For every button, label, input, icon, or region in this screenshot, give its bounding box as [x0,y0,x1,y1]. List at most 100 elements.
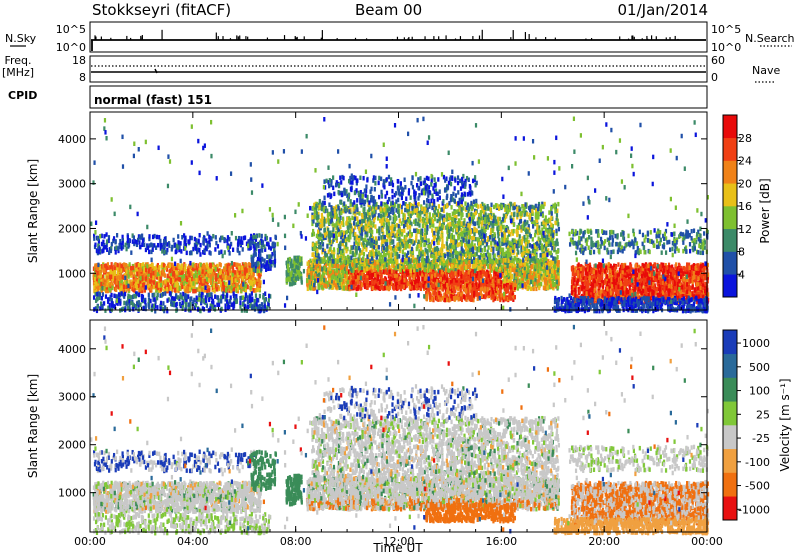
power-cell [153,266,156,272]
power-cell [287,264,290,270]
power-cell [202,274,205,280]
power-cell [544,280,547,286]
power-cell [385,269,388,275]
power-cell [100,301,103,306]
power-cell [320,276,323,281]
power-cell [156,242,160,248]
power-cell [174,242,177,247]
power-cell [109,269,112,274]
power-cell [529,269,532,275]
power-cell [252,234,255,240]
power-cell [107,305,110,311]
power-cell [162,301,165,306]
power-cell [120,263,123,269]
power-cell [539,266,542,271]
power-cell [162,262,165,268]
power-cell [244,288,247,293]
power-cell [100,281,103,287]
power-cell [193,236,196,242]
power-cell [119,242,122,248]
power-cell [186,288,189,294]
power-cell [141,242,144,247]
power-cell [231,272,234,277]
power-cell [166,278,169,284]
power-cell [263,303,266,309]
power-cell [122,284,126,290]
power-cell [217,285,220,290]
power-cell [405,269,408,275]
power-cell [174,249,178,254]
power-cell [173,287,176,293]
power-cell [239,304,242,309]
power-cell [257,308,260,314]
power-cell [178,286,181,291]
power-cell [168,243,171,248]
power-cell [162,272,165,277]
power-cell [138,279,141,285]
power-cell [159,282,163,288]
power-cell [253,298,256,304]
power-cell [206,240,209,246]
power-cell [267,298,270,303]
power-cell [546,270,549,275]
power-cell [154,269,157,275]
power-cell [203,248,206,253]
power-cell [205,303,209,308]
power-cell [97,285,100,290]
power-cell [212,283,216,289]
power-cell [549,283,553,288]
power-cell [97,249,100,254]
power-cell [184,235,187,241]
power-cell [97,267,100,272]
power-cell [172,237,175,243]
power-cell [134,294,137,299]
power-cell [110,298,113,303]
power-cell [226,239,229,244]
power-cell [173,296,176,301]
power-cell [128,271,131,277]
power-cell [156,282,159,287]
power-cell [107,238,110,244]
power-cell [114,265,118,271]
power-cell [262,295,265,300]
power-cell [268,254,271,259]
power-cell [172,296,175,301]
power-cell [131,233,134,238]
power-cell [263,308,266,314]
power-cell [226,263,229,269]
power-cell [92,272,95,278]
power-cell [256,285,259,290]
power-cell [120,246,123,251]
power-cell [152,303,155,309]
power-cell [117,281,120,287]
power-cell [171,302,174,307]
power-cell [230,241,233,247]
power-cell [201,269,204,274]
nave-tick-bottom: 0 [711,71,718,84]
power-cell [257,268,260,274]
power-cell [244,276,247,282]
power-cell [208,287,211,293]
power-cell [193,267,196,272]
power-cell [140,297,144,303]
power-cell [365,285,368,290]
power-cell [182,273,186,279]
power-cell [129,270,133,276]
power-cell [122,264,125,270]
power-cell [136,279,139,284]
power-cell [159,276,162,282]
power-cell [182,281,185,286]
power-cell [215,287,218,292]
power-cell [187,302,190,307]
power-cell [107,235,111,240]
power-cell [551,268,554,273]
power-cell [314,278,317,283]
power-cell [95,288,98,294]
power-cell [128,279,131,285]
power-cell [184,243,188,248]
power-cell [444,267,448,273]
power-cell [178,244,181,250]
power-cell [117,292,121,297]
power-cell [165,267,169,272]
power-cell [507,272,510,278]
